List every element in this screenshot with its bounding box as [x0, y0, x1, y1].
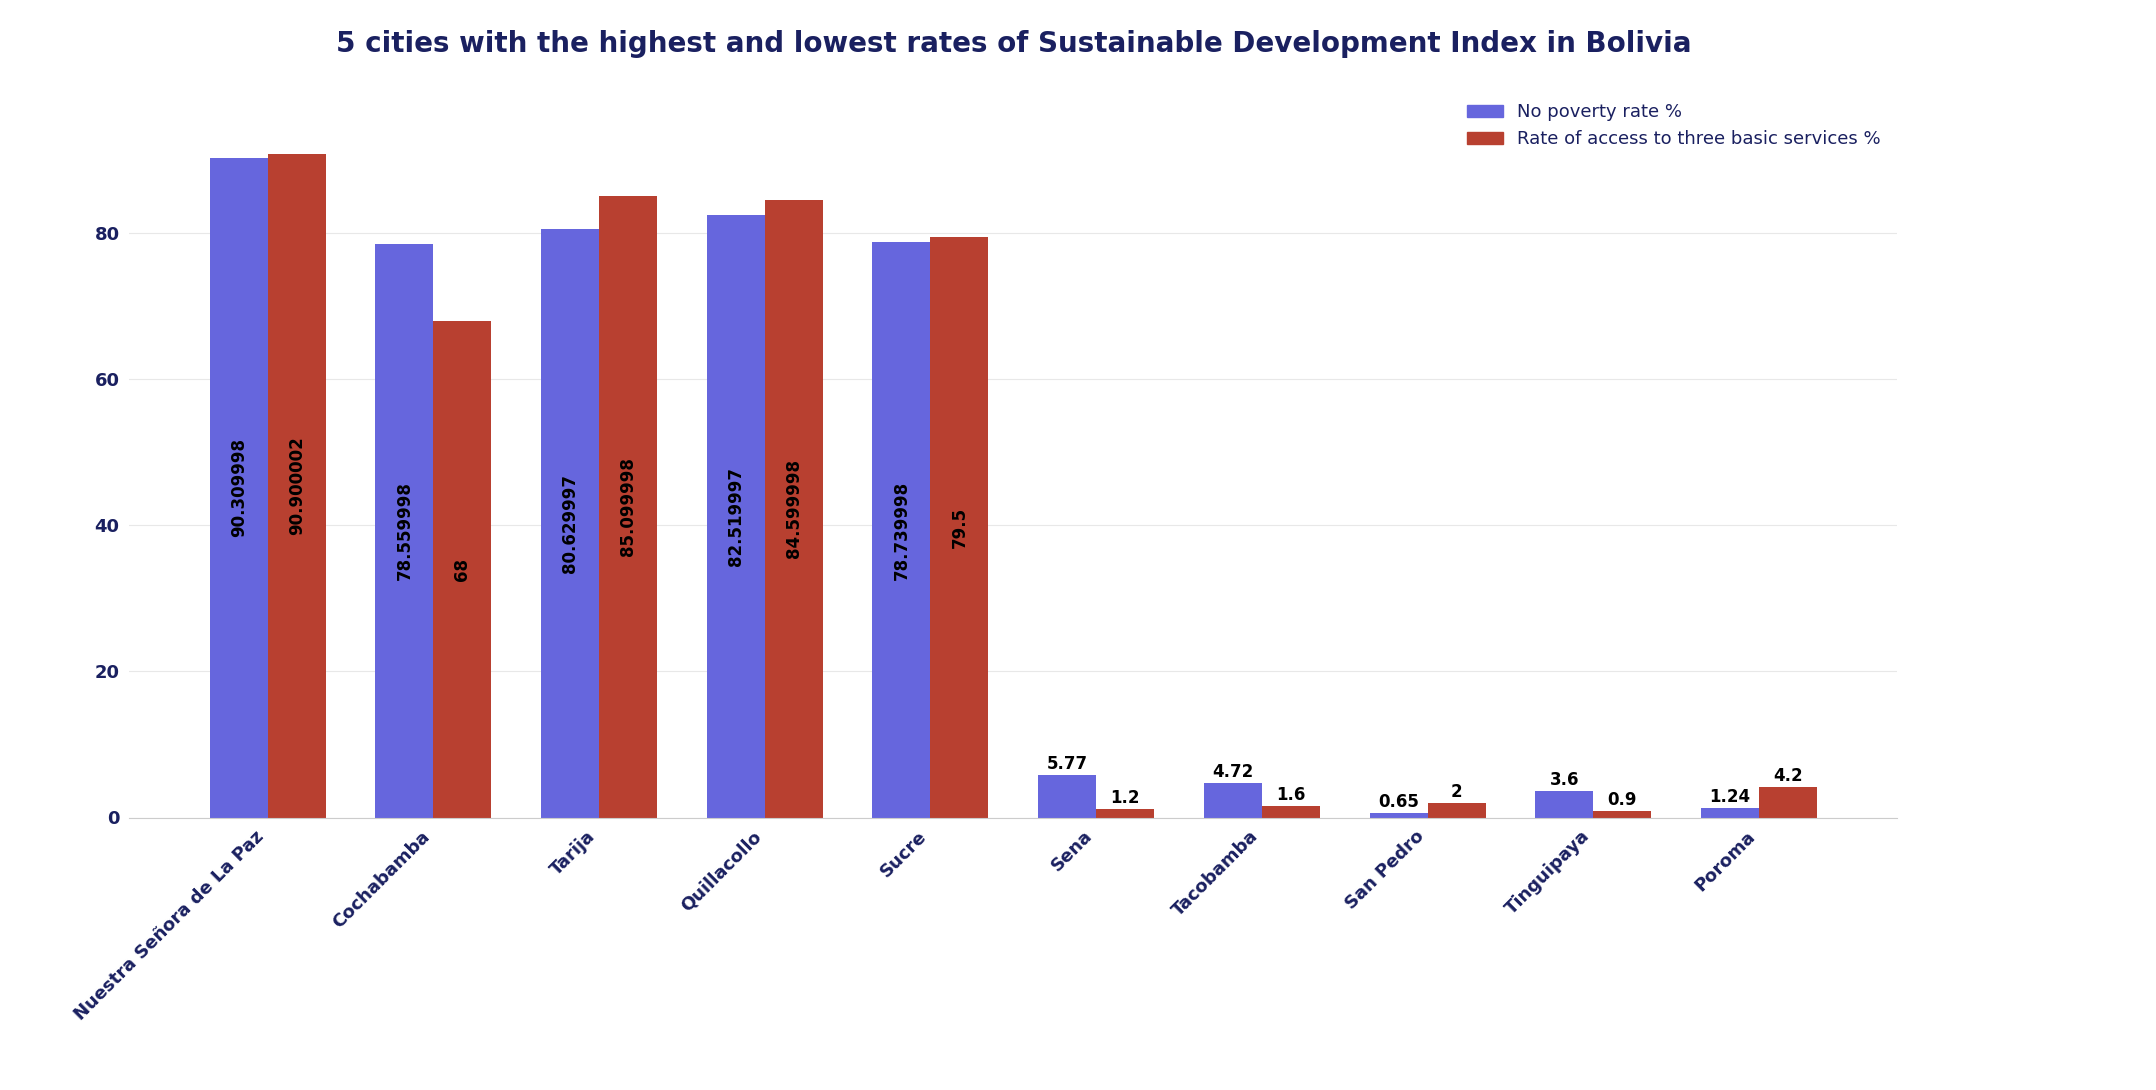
Text: 90.309998: 90.309998 [231, 438, 248, 537]
Text: 5.77: 5.77 [1046, 755, 1089, 773]
Text: 0.65: 0.65 [1378, 792, 1419, 811]
Bar [931, 237, 987, 818]
Text: 0.9: 0.9 [1608, 790, 1636, 809]
Bar [707, 215, 765, 818]
Text: 68: 68 [453, 558, 472, 581]
Bar [765, 199, 824, 818]
Text: 90.900002: 90.900002 [287, 436, 306, 535]
Bar [599, 196, 658, 818]
Text: 1.2: 1.2 [1110, 788, 1141, 807]
Bar [873, 242, 931, 818]
Text: 4.2: 4.2 [1772, 766, 1802, 785]
Text: 79.5: 79.5 [951, 507, 968, 548]
Bar [267, 154, 326, 818]
Bar [1593, 811, 1651, 818]
Text: 85.099998: 85.099998 [619, 458, 636, 556]
Bar [1095, 809, 1153, 818]
Text: 4.72: 4.72 [1212, 763, 1253, 780]
Text: 82.519997: 82.519997 [727, 467, 744, 566]
Bar [1261, 806, 1319, 818]
Bar [1203, 783, 1261, 818]
Bar [1701, 809, 1759, 818]
Bar [375, 244, 433, 818]
Bar [433, 320, 492, 818]
Text: 1.6: 1.6 [1276, 786, 1307, 803]
Bar [1039, 775, 1095, 818]
Bar [541, 229, 599, 818]
Bar [1759, 787, 1818, 818]
Bar [209, 158, 267, 817]
Legend: No poverty rate %, Rate of access to three basic services %: No poverty rate %, Rate of access to thr… [1460, 96, 1889, 156]
Text: 84.599998: 84.599998 [785, 459, 802, 558]
Text: 2: 2 [1451, 783, 1462, 801]
Text: 1.24: 1.24 [1710, 788, 1751, 807]
Bar [1535, 791, 1593, 818]
Text: 80.629997: 80.629997 [561, 473, 580, 572]
Text: 78.739998: 78.739998 [893, 481, 910, 580]
Text: 78.559998: 78.559998 [395, 481, 414, 580]
Text: 3.6: 3.6 [1550, 771, 1578, 789]
Bar [1369, 813, 1427, 818]
Title: 5 cities with the highest and lowest rates of Sustainable Development Index in B: 5 cities with the highest and lowest rat… [336, 31, 1690, 59]
Bar [1427, 803, 1485, 818]
